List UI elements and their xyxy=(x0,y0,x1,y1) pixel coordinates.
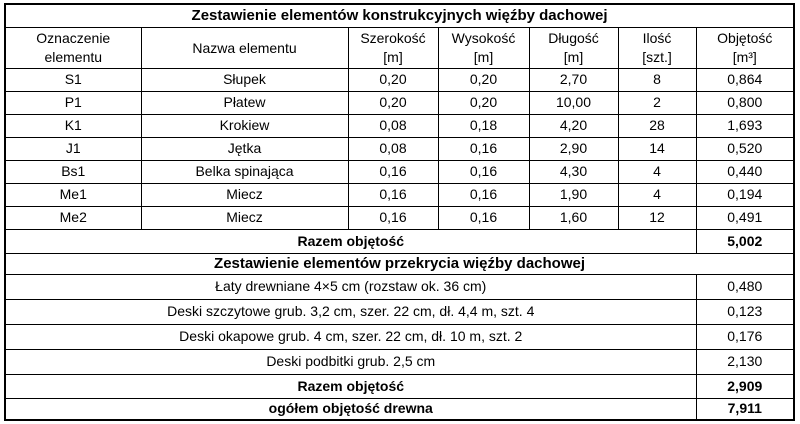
section2-title-row: Zestawienie elementów przekrycia więźby … xyxy=(4,253,795,275)
total-value: 2,909 xyxy=(695,374,795,399)
header-cell-objetosc: Objętość [m³] xyxy=(695,27,795,69)
cell-wysokosc: 0,16 xyxy=(437,137,530,161)
table-row: Bs1 Belka spinająca 0,16 0,16 4,30 4 0,4… xyxy=(4,160,795,184)
item-label: Deski szczytowe grub. 3,2 cm, szer. 22 c… xyxy=(4,299,697,325)
table-row: Łaty drewniane 4×5 cm (rozstaw ok. 36 cm… xyxy=(4,274,795,300)
cell-dlugosc: 4,30 xyxy=(528,160,619,184)
table-row: J1 Jętka 0,08 0,16 2,90 14 0,520 xyxy=(4,137,795,161)
table-row: K1 Krokiew 0,08 0,18 4,20 28 1,693 xyxy=(4,114,795,138)
cell-szerokosc: 0,16 xyxy=(347,206,439,230)
cell-oznaczenie: S1 xyxy=(4,68,142,92)
item-value: 0,176 xyxy=(695,324,795,350)
section1-total-row: Razem objętość 5,002 xyxy=(4,229,795,254)
cell-szerokosc: 0,20 xyxy=(347,68,439,92)
cell-objetosc: 0,194 xyxy=(695,183,795,207)
cell-nazwa: Belka spinająca xyxy=(140,160,349,184)
table-row: Deski szczytowe grub. 3,2 cm, szer. 22 c… xyxy=(4,299,795,325)
cell-oznaczenie: Me2 xyxy=(4,206,142,230)
grand-total-label: ogółem objętość drewna xyxy=(4,398,697,421)
section1-title: Zestawienie elementów konstrukcyjnych wi… xyxy=(4,3,795,28)
table-row: Me1 Miecz 0,16 0,16 1,90 4 0,194 xyxy=(4,183,795,207)
header-cell-wysokosc: Wysokość [m] xyxy=(437,27,530,69)
cell-ilosc: 4 xyxy=(617,183,697,207)
cell-objetosc: 1,693 xyxy=(695,114,795,138)
cell-nazwa: Miecz xyxy=(140,183,349,207)
header-cell-nazwa: Nazwa elementu xyxy=(140,27,349,69)
cell-wysokosc: 0,16 xyxy=(437,206,530,230)
cell-oznaczenie: J1 xyxy=(4,137,142,161)
section2-total-row: Razem objętość 2,909 xyxy=(4,374,795,399)
cell-szerokosc: 0,08 xyxy=(347,114,439,138)
cell-oznaczenie: K1 xyxy=(4,114,142,138)
cell-dlugosc: 4,20 xyxy=(528,114,619,138)
cell-oznaczenie: Bs1 xyxy=(4,160,142,184)
cell-dlugosc: 2,90 xyxy=(528,137,619,161)
header-cell-ilosc: Ilość [szt.] xyxy=(617,27,697,69)
cell-wysokosc: 0,18 xyxy=(437,114,530,138)
header-row: Oznaczenie elementu Nazwa elementu Szero… xyxy=(4,27,795,69)
table-row: S1 Słupek 0,20 0,20 2,70 8 0,864 xyxy=(4,68,795,92)
cell-objetosc: 0,520 xyxy=(695,137,795,161)
cell-objetosc: 0,864 xyxy=(695,68,795,92)
timber-table: Zestawienie elementów konstrukcyjnych wi… xyxy=(4,3,796,421)
table-row: Deski okapowe grub. 4 cm, szer. 22 cm, d… xyxy=(4,324,795,350)
cell-oznaczenie: P1 xyxy=(4,91,142,115)
total-value: 5,002 xyxy=(695,229,795,254)
table-row: Me2 Miecz 0,16 0,16 1,60 12 0,491 xyxy=(4,206,795,230)
cell-ilosc: 4 xyxy=(617,160,697,184)
grand-total-value: 7,911 xyxy=(695,398,795,421)
header-cell-oznaczenie: Oznaczenie elementu xyxy=(4,27,142,69)
cell-szerokosc: 0,20 xyxy=(347,91,439,115)
cell-wysokosc: 0,16 xyxy=(437,160,530,184)
table-row: P1 Płatew 0,20 0,20 10,00 2 0,800 xyxy=(4,91,795,115)
item-value: 2,130 xyxy=(695,349,795,375)
cell-ilosc: 8 xyxy=(617,68,697,92)
cell-szerokosc: 0,16 xyxy=(347,183,439,207)
cell-nazwa: Krokiew xyxy=(140,114,349,138)
cell-wysokosc: 0,20 xyxy=(437,68,530,92)
item-label: Deski okapowe grub. 4 cm, szer. 22 cm, d… xyxy=(4,324,697,350)
grand-total-row: ogółem objętość drewna 7,911 xyxy=(4,398,795,421)
cell-oznaczenie: Me1 xyxy=(4,183,142,207)
cell-nazwa: Jętka xyxy=(140,137,349,161)
cell-wysokosc: 0,16 xyxy=(437,183,530,207)
total-label: Razem objętość xyxy=(4,374,697,399)
item-value: 0,123 xyxy=(695,299,795,325)
cell-dlugosc: 1,90 xyxy=(528,183,619,207)
cell-szerokosc: 0,08 xyxy=(347,137,439,161)
cell-ilosc: 2 xyxy=(617,91,697,115)
item-label: Łaty drewniane 4×5 cm (rozstaw ok. 36 cm… xyxy=(4,274,697,300)
cell-ilosc: 12 xyxy=(617,206,697,230)
cell-dlugosc: 2,70 xyxy=(528,68,619,92)
header-cell-szerokosc: Szerokość [m] xyxy=(347,27,439,69)
total-label: Razem objętość xyxy=(4,229,697,254)
cell-objetosc: 0,440 xyxy=(695,160,795,184)
cell-szerokosc: 0,16 xyxy=(347,160,439,184)
cell-dlugosc: 10,00 xyxy=(528,91,619,115)
header-cell-dlugosc: Długość [m] xyxy=(528,27,619,69)
cell-ilosc: 28 xyxy=(617,114,697,138)
cell-nazwa: Miecz xyxy=(140,206,349,230)
section1-title-row: Zestawienie elementów konstrukcyjnych wi… xyxy=(4,3,795,28)
cell-wysokosc: 0,20 xyxy=(437,91,530,115)
item-label: Deski podbitki grub. 2,5 cm xyxy=(4,349,697,375)
cell-ilosc: 14 xyxy=(617,137,697,161)
item-value: 0,480 xyxy=(695,274,795,300)
cell-nazwa: Płatew xyxy=(140,91,349,115)
cell-nazwa: Słupek xyxy=(140,68,349,92)
section2-title: Zestawienie elementów przekrycia więźby … xyxy=(4,253,795,275)
table-row: Deski podbitki grub. 2,5 cm 2,130 xyxy=(4,349,795,375)
cell-objetosc: 0,800 xyxy=(695,91,795,115)
cell-objetosc: 0,491 xyxy=(695,206,795,230)
cell-dlugosc: 1,60 xyxy=(528,206,619,230)
